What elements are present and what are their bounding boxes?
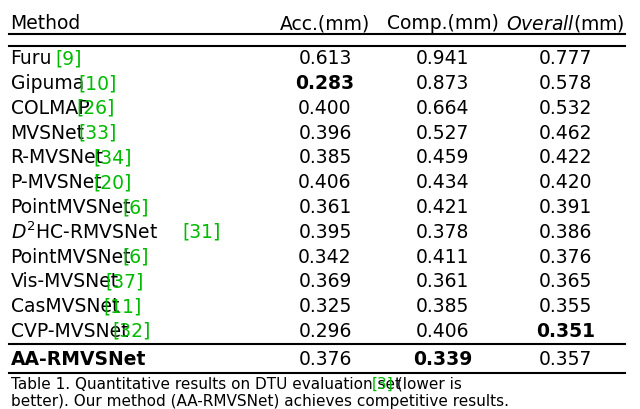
Text: COLMAP: COLMAP xyxy=(10,99,89,118)
Text: R-MVSNet: R-MVSNet xyxy=(10,148,104,168)
Text: Table 1. Quantitative results on DTU evaluation set: Table 1. Quantitative results on DTU eva… xyxy=(10,377,405,391)
Text: PointMVSNet: PointMVSNet xyxy=(10,247,131,267)
Text: 0.462: 0.462 xyxy=(539,124,593,143)
Text: Comp.(mm): Comp.(mm) xyxy=(387,14,499,34)
Text: 0.386: 0.386 xyxy=(539,223,593,242)
Text: Gipuma: Gipuma xyxy=(10,74,84,93)
Text: [34]: [34] xyxy=(93,148,132,168)
Text: [9]: [9] xyxy=(56,49,82,68)
Text: (lower is: (lower is xyxy=(392,377,461,391)
Text: 0.532: 0.532 xyxy=(539,99,593,118)
Text: [6]: [6] xyxy=(122,198,149,217)
Text: 0.385: 0.385 xyxy=(298,148,351,168)
Text: Acc.(mm): Acc.(mm) xyxy=(280,14,370,34)
Text: AA-RMVSNet: AA-RMVSNet xyxy=(10,350,146,369)
Text: 0.941: 0.941 xyxy=(416,49,470,68)
Text: 0.406: 0.406 xyxy=(298,173,352,192)
Text: 0.434: 0.434 xyxy=(416,173,470,192)
Text: PointMVSNet: PointMVSNet xyxy=(10,198,131,217)
Text: 0.361: 0.361 xyxy=(298,198,351,217)
Text: 0.378: 0.378 xyxy=(416,223,470,242)
Text: 0.355: 0.355 xyxy=(539,297,593,316)
Text: $\mathit{Overall}$(mm): $\mathit{Overall}$(mm) xyxy=(506,13,625,34)
Text: 0.777: 0.777 xyxy=(539,49,593,68)
Text: Method: Method xyxy=(10,14,81,34)
Text: [11]: [11] xyxy=(104,297,142,316)
Text: 0.459: 0.459 xyxy=(416,148,470,168)
Text: 0.400: 0.400 xyxy=(298,99,352,118)
Text: 0.376: 0.376 xyxy=(298,350,351,369)
Text: [6]: [6] xyxy=(122,247,149,267)
Text: 0.395: 0.395 xyxy=(298,223,351,242)
Text: better). Our method (AA-RMVSNet) achieves competitive results.: better). Our method (AA-RMVSNet) achieve… xyxy=(10,394,509,409)
Text: MVSNet: MVSNet xyxy=(10,124,84,143)
Text: 0.342: 0.342 xyxy=(298,247,352,267)
Text: 0.613: 0.613 xyxy=(298,49,351,68)
Text: 0.357: 0.357 xyxy=(539,350,593,369)
Text: 0.421: 0.421 xyxy=(416,198,470,217)
Text: 0.527: 0.527 xyxy=(416,124,470,143)
Text: CasMVSNet: CasMVSNet xyxy=(10,297,119,316)
Text: [10]: [10] xyxy=(78,74,116,93)
Text: 0.411: 0.411 xyxy=(416,247,470,267)
Text: 0.339: 0.339 xyxy=(413,350,472,369)
Text: 0.369: 0.369 xyxy=(298,272,351,291)
Text: [3]: [3] xyxy=(372,377,394,391)
Text: $D^2$HC-RMVSNet: $D^2$HC-RMVSNet xyxy=(10,222,157,243)
Text: P-MVSNet: P-MVSNet xyxy=(10,173,102,192)
Text: 0.391: 0.391 xyxy=(539,198,593,217)
Text: 0.396: 0.396 xyxy=(298,124,351,143)
Text: Furu: Furu xyxy=(10,49,52,68)
Text: 0.376: 0.376 xyxy=(539,247,593,267)
Text: 0.406: 0.406 xyxy=(416,322,470,341)
Text: 0.578: 0.578 xyxy=(539,74,593,93)
Text: 0.325: 0.325 xyxy=(298,297,351,316)
Text: [26]: [26] xyxy=(76,99,115,118)
Text: 0.296: 0.296 xyxy=(298,322,351,341)
Text: [33]: [33] xyxy=(78,124,116,143)
Text: Vis-MVSNet: Vis-MVSNet xyxy=(10,272,118,291)
Text: 0.283: 0.283 xyxy=(296,74,355,93)
Text: 0.664: 0.664 xyxy=(416,99,470,118)
Text: 0.365: 0.365 xyxy=(539,272,593,291)
Text: 0.420: 0.420 xyxy=(539,173,593,192)
Text: 0.422: 0.422 xyxy=(539,148,593,168)
Text: [32]: [32] xyxy=(113,322,151,341)
Text: CVP-MVSNet: CVP-MVSNet xyxy=(10,322,128,341)
Text: 0.351: 0.351 xyxy=(536,322,595,341)
Text: 0.873: 0.873 xyxy=(416,74,470,93)
Text: 0.361: 0.361 xyxy=(416,272,470,291)
Text: 0.385: 0.385 xyxy=(416,297,470,316)
Text: [20]: [20] xyxy=(93,173,131,192)
Text: [31]: [31] xyxy=(182,223,221,242)
Text: [37]: [37] xyxy=(106,272,144,291)
